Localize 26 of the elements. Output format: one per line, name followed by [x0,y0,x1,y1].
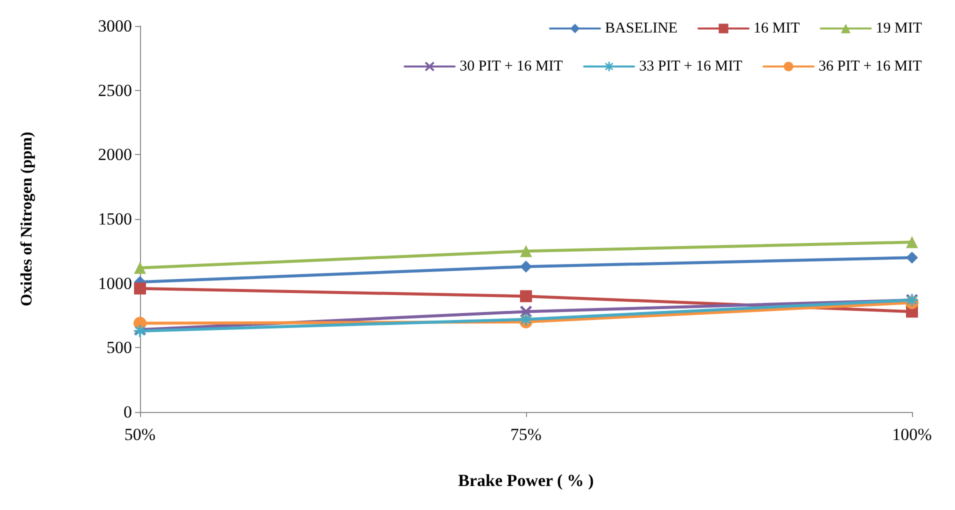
legend-label: 33 PIT + 16 MIT [639,58,742,74]
y-tick-label: 0 [124,402,132,422]
point [906,252,918,264]
legend-label: BASELINE [605,20,678,36]
y-axis-title: Oxides of Nitrogen (ppm) [18,132,36,306]
point [520,260,532,273]
point [134,282,146,294]
legend-label: 19 MIT [876,20,922,36]
y-tick-label: 500 [106,338,132,358]
x-axis-title: Brake Power ( % ) [458,471,594,490]
point [520,290,532,302]
y-tick-label: 1500 [98,210,132,228]
legend-label: 30 PIT + 16 MIT [460,58,563,74]
y-tick-label: 3000 [98,16,132,36]
legend-label: 36 PIT + 16 MIT [818,58,922,74]
point [134,262,146,274]
x-tick-label: 50% [124,425,156,444]
y-tick-label: 2500 [98,80,132,100]
y-tick-label: 1000 [98,274,132,293]
legend-label: 16 MIT [754,20,800,36]
x-tick-label: 100% [892,425,932,444]
x-tick-label: 75% [510,425,542,444]
point [520,245,532,258]
point [520,313,532,326]
point [906,236,918,248]
y-tick-label: 2000 [98,145,132,164]
